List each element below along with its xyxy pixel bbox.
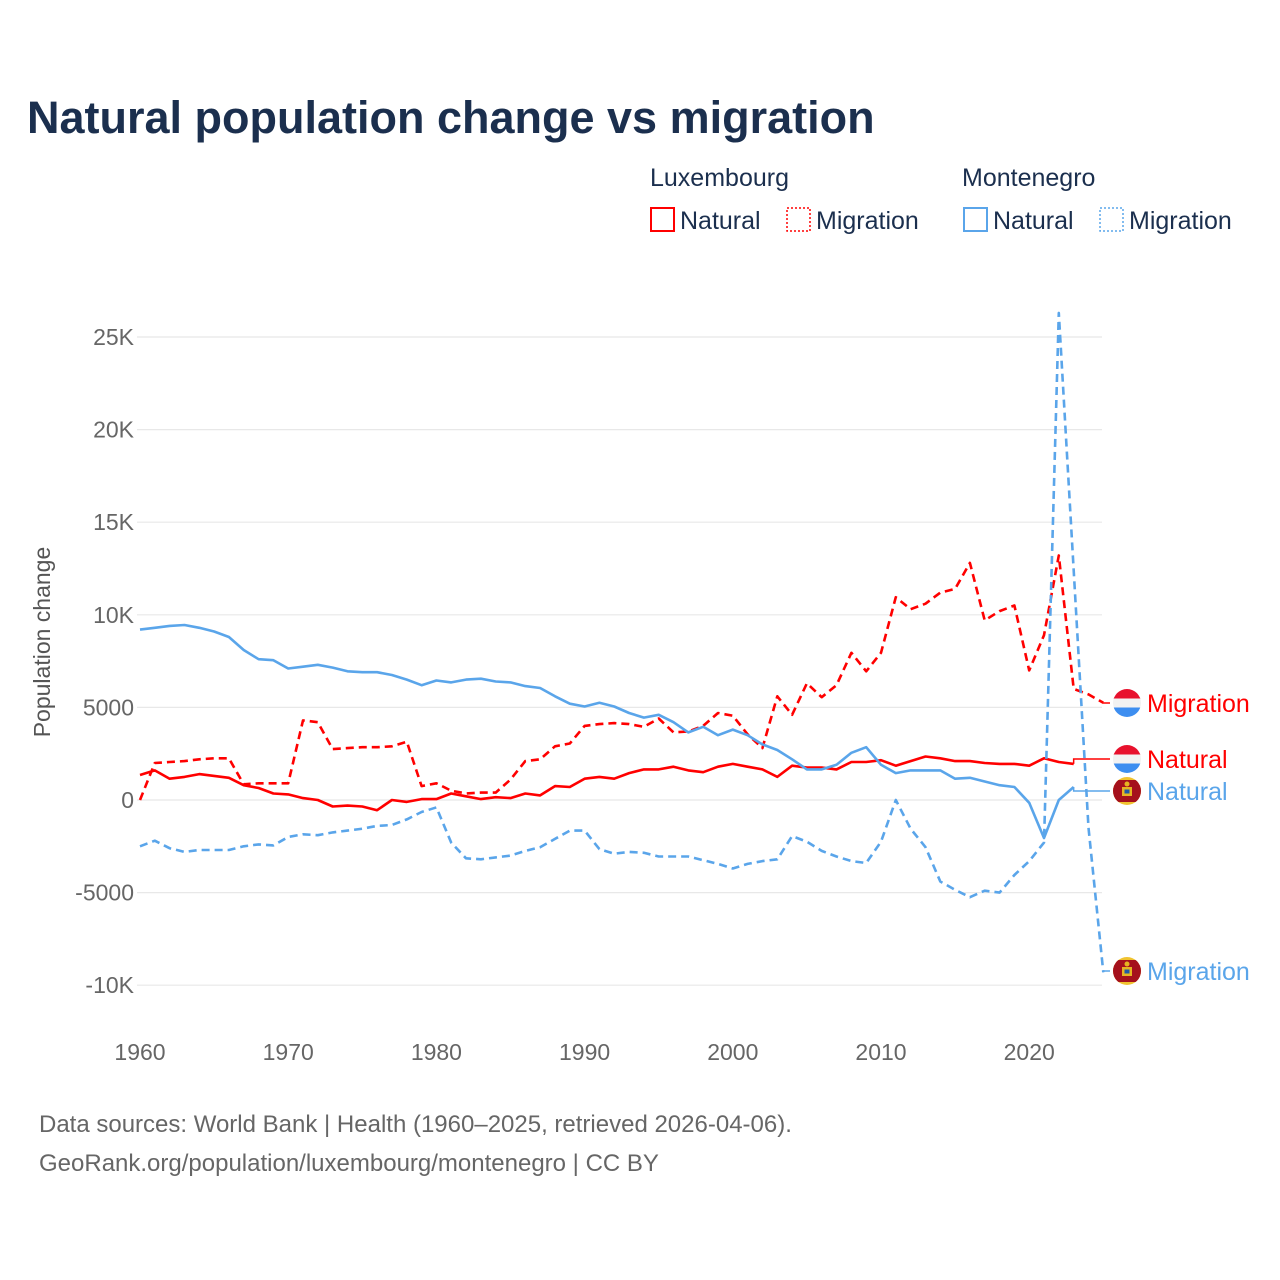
y-tick-label: 0 — [121, 787, 134, 813]
series-line-luxembourg-natural — [139, 755, 1074, 812]
y-tick-label: 5000 — [83, 694, 134, 720]
x-axis-ticks: 1960 1970 1980 1990 2000 2010 2020 — [114, 1039, 1054, 1065]
legend-swatch-mne-natural — [963, 207, 988, 232]
footer-source: Data sources: World Bank | Health (1960–… — [39, 1111, 792, 1138]
end-label-luxembourg-natural: Natural — [1113, 745, 1228, 774]
end-label-montenegro-natural: Natural — [1113, 777, 1228, 806]
x-tick-label: 2020 — [1004, 1039, 1055, 1065]
y-axis-label: Population change — [29, 547, 55, 738]
series-line-luxembourg-migration — [138, 554, 1104, 801]
x-tick-label: 1990 — [559, 1039, 610, 1065]
label-leader-line — [1102, 970, 1110, 973]
y-tick-label: -5000 — [75, 880, 134, 906]
legend-group-montenegro: Montenegro — [962, 164, 1095, 192]
luxembourg-flag-icon — [1113, 745, 1141, 773]
legend-item-lux-natural[interactable]: Natural — [680, 207, 761, 235]
legend-swatch-lux-migration — [786, 207, 811, 232]
end-label-text: Migration — [1147, 958, 1250, 986]
series-line-montenegro-migration — [139, 311, 1105, 973]
legend-swatch-mne-migration — [1099, 207, 1124, 232]
montenegro-flag-icon — [1113, 957, 1141, 985]
end-label-montenegro-migration: Migration — [1113, 957, 1250, 986]
y-tick-label: -10K — [85, 972, 134, 998]
series-line-montenegro-natural — [139, 623, 1075, 840]
y-tick-label: 20K — [93, 417, 135, 443]
chart-title: Natural population change vs migration — [27, 92, 875, 143]
y-tick-label: 25K — [93, 324, 135, 350]
label-leader-line — [1072, 787, 1110, 792]
y-tick-label: 10K — [93, 602, 135, 628]
end-label-luxembourg-migration: Migration — [1113, 689, 1250, 718]
y-tick-label: 15K — [93, 509, 135, 535]
legend-group-luxembourg: Luxembourg — [650, 164, 789, 192]
legend: Luxembourg Natural Migration Montenegro … — [650, 164, 1232, 235]
x-tick-label: 1970 — [263, 1039, 314, 1065]
x-tick-label: 2010 — [855, 1039, 906, 1065]
montenegro-flag-icon — [1113, 777, 1141, 805]
footer-link[interactable]: GeoRank.org/population/luxembourg/monten… — [39, 1150, 659, 1177]
end-label-text: Migration — [1147, 690, 1250, 718]
luxembourg-flag-icon — [1113, 689, 1141, 717]
legend-swatch-lux-natural — [650, 207, 675, 232]
series-lines — [138, 311, 1110, 973]
label-leader-line — [1072, 758, 1110, 764]
x-tick-label: 1960 — [114, 1039, 165, 1065]
legend-item-mne-migration[interactable]: Migration — [1129, 207, 1232, 235]
x-tick-label: 2000 — [707, 1039, 758, 1065]
y-axis-ticks: 25K 20K 15K 10K 5000 0 -5000 -10K — [75, 324, 134, 998]
gridlines — [137, 336, 1102, 986]
x-tick-label: 1980 — [411, 1039, 462, 1065]
end-label-text: Natural — [1147, 746, 1228, 774]
legend-item-lux-migration[interactable]: Migration — [816, 207, 919, 235]
end-labels: Migration Natural Natural Migration — [1113, 689, 1250, 986]
legend-item-mne-natural[interactable]: Natural — [993, 207, 1074, 235]
end-label-text: Natural — [1147, 778, 1228, 806]
